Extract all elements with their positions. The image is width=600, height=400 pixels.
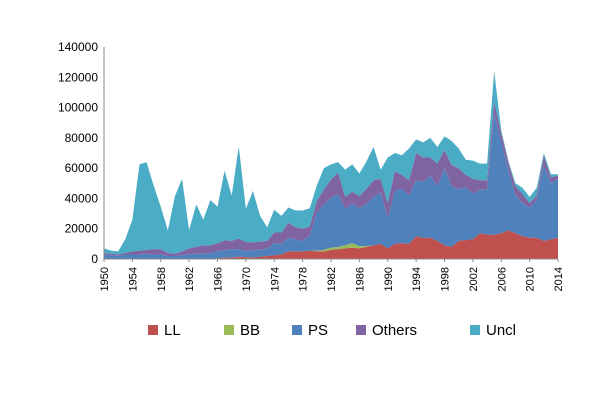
axes <box>103 47 559 262</box>
y-tick-label: 100000 <box>58 101 98 115</box>
legend-label-uncl: Uncl <box>486 322 516 339</box>
legend-label-ps: PS <box>308 322 328 339</box>
x-tick-label: 1970 <box>241 267 253 291</box>
y-tick-labels: 0 20000 40000 60000 80000 100000 120000 140000 <box>58 40 98 266</box>
x-tick-label: 1986 <box>354 267 366 291</box>
area-series-ll <box>104 230 558 259</box>
x-tick-label: 1966 <box>213 267 225 291</box>
x-tick-label: 1958 <box>156 267 168 291</box>
area-series-ps <box>104 113 558 259</box>
x-tick-label: 1962 <box>184 267 196 291</box>
y-tick-label: 20000 <box>65 222 99 236</box>
x-tick-labels: 1950 1954 1958 1962 1966 1970 1974 1978 1982 1986… <box>99 267 565 291</box>
legend-swatch-ps <box>292 325 302 335</box>
x-tick-label: 1974 <box>269 267 281 291</box>
y-tick-label: 0 <box>91 252 98 266</box>
x-tick-label: 2006 <box>496 267 508 291</box>
y-tick-label: 40000 <box>65 191 99 205</box>
area-series-uncl <box>104 71 558 255</box>
area-series-others <box>104 101 558 256</box>
legend: LL BB PS Others Uncl <box>148 322 516 339</box>
x-tick-label: 1954 <box>127 267 139 291</box>
x-tick-label: 1978 <box>298 267 310 291</box>
legend-swatch-bb <box>224 325 234 335</box>
legend-label-bb: BB <box>240 322 260 339</box>
legend-swatch-others <box>356 325 366 335</box>
x-tick-label: 1950 <box>99 267 111 291</box>
legend-swatch-ll <box>148 325 158 335</box>
x-tick-label: 2014 <box>553 267 565 291</box>
legend-label-others: Others <box>372 322 417 339</box>
legend-label-ll: LL <box>164 322 181 339</box>
y-tick-label: 60000 <box>65 161 99 175</box>
x-tick-label: 2010 <box>525 267 537 291</box>
y-tick-label: 140000 <box>58 40 98 54</box>
x-tick-label: 1990 <box>383 267 395 291</box>
y-tick-label: 80000 <box>65 131 99 145</box>
x-tick-label: 1994 <box>411 267 423 291</box>
x-tick-label: 1982 <box>326 267 338 291</box>
area-layers <box>104 71 558 259</box>
x-tick-label: 2002 <box>468 267 480 291</box>
legend-swatch-uncl <box>470 325 480 335</box>
y-tick-label: 120000 <box>58 70 98 84</box>
x-tick-label: 1998 <box>440 267 452 291</box>
